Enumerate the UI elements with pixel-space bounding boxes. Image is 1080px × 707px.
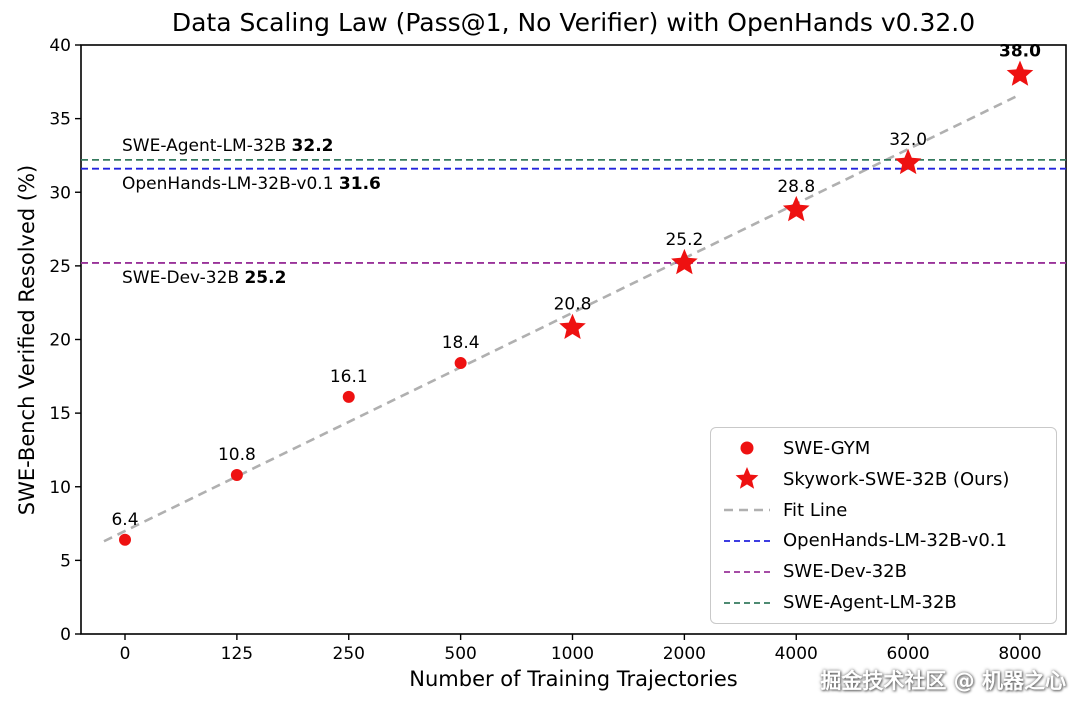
reference-line-label: SWE-Agent-LM-32B 32.2 [122,135,334,156]
legend-label: OpenHands-LM-32B-v0.1 [783,530,1007,552]
star-marker-icon [735,467,759,489]
data-point-label: 18.4 [442,333,480,353]
x-tick-label: 250 [333,644,365,664]
legend-label: Fit Line [783,499,848,521]
legend-entry: OpenHands-LM-32B-v0.1 [719,526,1048,555]
y-tick-label: 30 [49,183,71,203]
dashed-line-icon [724,601,770,604]
legend-entry: SWE-Dev-32B [719,557,1048,586]
x-tick-label: 4000 [775,644,818,664]
fit-line [103,95,1017,543]
y-tick-label: 35 [49,110,71,130]
y-tick-label: 15 [49,404,71,424]
legend-label: SWE-Dev-32B [783,561,907,583]
reference-line-label: SWE-Dev-32B 25.2 [122,267,287,288]
dashed-line-icon [724,539,770,542]
legend: SWE-GYM Skywork-SWE-32B (Ours) Fit Line Ope… [710,427,1057,624]
y-tick-label: 0 [60,625,71,645]
legend-label: Skywork-SWE-32B (Ours) [783,468,1010,490]
y-tick-label: 25 [49,257,71,277]
x-tick-label: 8000 [998,644,1041,664]
data-point-label: 16.1 [330,367,368,387]
data-point-label: 38.0 [999,41,1041,61]
data-point-star [894,148,922,175]
y-tick-label: 40 [49,36,71,56]
legend-entry: Skywork-SWE-32B (Ours) [719,465,1048,494]
data-point-circle [454,357,467,370]
legend-entry: SWE-GYM [719,434,1048,463]
data-point-label: 28.8 [777,177,815,197]
data-point-circle [230,468,243,481]
data-point-label: 32.0 [889,130,927,150]
x-axis-label: Number of Training Trajectories [409,667,738,691]
y-tick-label: 20 [49,331,71,351]
data-point-circle [342,390,355,403]
data-point-star [671,248,698,275]
data-point-circle [119,533,131,546]
data-point-star [782,195,810,222]
dashed-line-icon [724,508,770,512]
reference-line-label: OpenHands-LM-32B-v0.1 31.6 [122,173,381,194]
legend-label: SWE-GYM [783,437,871,459]
x-tick-label: 1000 [551,644,594,664]
circle-marker-icon [740,441,754,455]
y-tick-label: 10 [49,478,71,498]
watermark: 掘金技术社区 @ 机器之心 [820,669,1066,693]
x-tick-label: 500 [444,644,476,664]
x-tick-label: 0 [120,644,131,664]
y-tick-label: 5 [60,551,71,571]
data-point-label: 10.8 [218,445,256,465]
legend-entry: Fit Line [719,496,1048,525]
dashed-line-icon [724,570,770,573]
x-tick-label: 125 [221,644,253,664]
legend-entry: SWE-Agent-LM-32B [719,588,1048,617]
x-tick-label: 6000 [886,644,929,664]
legend-label: SWE-Agent-LM-32B [783,592,957,614]
chart-title: Data Scaling Law (Pass@1, No Verifier) w… [171,8,976,37]
data-point-star [1006,60,1034,86]
data-point-label: 6.4 [111,510,138,530]
data-point-label: 20.8 [554,295,592,315]
x-tick-label: 2000 [663,644,706,664]
data-point-label: 25.2 [665,230,703,250]
data-point-star [559,313,586,339]
